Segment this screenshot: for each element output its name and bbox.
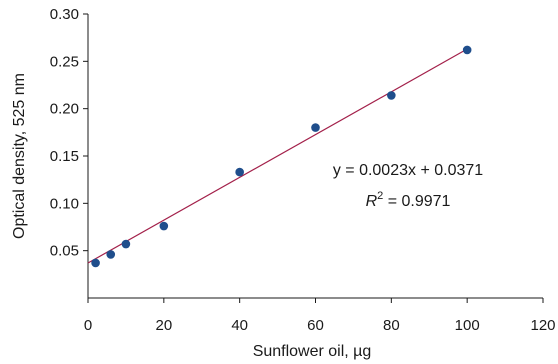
r-squared-label: R <box>366 193 378 210</box>
data-point <box>121 239 131 249</box>
y-tick-label: 0.05 <box>50 243 79 260</box>
x-tick-label: 0 <box>84 317 92 334</box>
x-tick-label: 60 <box>307 317 324 334</box>
y-tick-label: 0.30 <box>50 6 79 23</box>
y-tick-label: 0.25 <box>50 53 79 70</box>
r-squared-exponent: 2 <box>377 190 383 202</box>
data-point <box>235 167 244 177</box>
y-tick-label: 0.15 <box>50 148 79 165</box>
data-point <box>387 91 396 100</box>
x-tick-label: 120 <box>530 317 555 334</box>
data-point <box>106 250 116 259</box>
trendline <box>87 48 468 264</box>
trendline-group <box>87 48 468 264</box>
x-axis-title: Sunflower oil, µg <box>253 343 372 360</box>
r-squared-value: = 0.9971 <box>383 193 450 210</box>
regression-equation: y = 0.0023x + 0.0371 <box>333 162 483 179</box>
data-points <box>91 45 472 268</box>
axes: 0 20 40 60 80 100 120 0.05 0.10 0.15 0.20 0.25 0.30 <box>50 6 556 334</box>
y-axis-title: Optical density, 525 nm <box>11 73 28 239</box>
r-squared: R2 = 0.9971 <box>366 190 451 210</box>
x-tick-label: 100 <box>455 317 480 334</box>
y-tick-label: 0.20 <box>50 101 79 118</box>
x-tick-label: 20 <box>155 317 172 334</box>
data-point <box>462 45 472 55</box>
x-tick-label: 80 <box>383 317 400 334</box>
x-tick-label: 40 <box>231 317 248 334</box>
data-point <box>91 258 100 268</box>
y-tick-label: 0.10 <box>50 195 79 212</box>
data-point <box>311 123 320 132</box>
equation-annotation: y = 0.0023x + 0.0371 R2 = 0.9971 <box>333 162 483 210</box>
data-point <box>159 221 169 231</box>
